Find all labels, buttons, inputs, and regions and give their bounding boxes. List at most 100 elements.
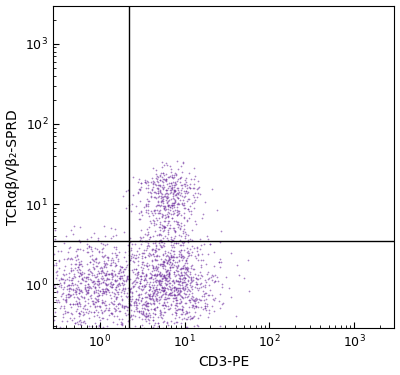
Point xyxy=(83,287,90,293)
Point xyxy=(183,265,190,271)
Point xyxy=(169,182,175,188)
Point xyxy=(150,276,156,282)
Point xyxy=(136,300,142,306)
Point xyxy=(168,254,174,260)
Point xyxy=(100,241,106,247)
Point xyxy=(187,282,193,288)
Point xyxy=(75,303,81,309)
Point xyxy=(92,245,98,251)
Point xyxy=(184,244,190,250)
Point xyxy=(164,252,170,258)
Point xyxy=(70,282,76,288)
Point xyxy=(96,288,103,294)
Point xyxy=(166,257,172,263)
Point xyxy=(183,257,189,263)
Point xyxy=(167,290,174,296)
Point xyxy=(155,322,162,328)
Point xyxy=(94,276,101,282)
Point xyxy=(145,229,151,235)
Point xyxy=(114,289,121,295)
Point xyxy=(167,275,174,281)
Point xyxy=(64,318,70,324)
Point xyxy=(178,187,185,193)
Point xyxy=(169,261,176,267)
Point xyxy=(70,267,76,273)
Point xyxy=(151,298,157,304)
Point xyxy=(218,259,224,265)
Point xyxy=(177,175,183,181)
Point xyxy=(136,283,142,289)
Point xyxy=(145,266,152,272)
Point xyxy=(150,324,157,330)
Point xyxy=(206,292,212,298)
Point xyxy=(76,290,82,296)
Point xyxy=(138,310,144,316)
Point xyxy=(173,254,179,260)
Point xyxy=(173,297,180,303)
Point xyxy=(137,273,144,279)
Point xyxy=(91,281,97,287)
Point xyxy=(157,203,163,209)
Point xyxy=(205,292,212,298)
Point xyxy=(188,200,195,206)
Point xyxy=(102,288,108,294)
Point xyxy=(185,206,191,212)
Point xyxy=(86,243,93,249)
Point xyxy=(144,178,151,184)
Point xyxy=(186,184,192,190)
Point xyxy=(174,259,180,265)
Point xyxy=(101,277,108,283)
Point xyxy=(104,286,110,292)
Point xyxy=(180,160,186,166)
Point xyxy=(115,286,122,292)
Point xyxy=(133,302,140,307)
Point xyxy=(197,297,203,303)
Point xyxy=(100,324,106,330)
Point xyxy=(170,279,177,285)
Point xyxy=(114,282,120,288)
Point xyxy=(147,312,154,318)
Point xyxy=(207,241,213,247)
Point xyxy=(138,270,145,276)
Point xyxy=(84,289,90,295)
Point xyxy=(153,176,160,181)
Point xyxy=(93,286,99,292)
Point xyxy=(177,278,184,284)
Point xyxy=(61,280,67,286)
Point xyxy=(110,233,116,239)
Point xyxy=(178,247,184,253)
Point xyxy=(82,320,88,326)
Point xyxy=(147,251,153,257)
Point xyxy=(179,282,185,288)
Point xyxy=(150,300,156,306)
Point xyxy=(63,294,69,300)
Point xyxy=(175,291,181,297)
Point xyxy=(152,238,159,244)
Point xyxy=(108,310,114,316)
Point xyxy=(167,180,174,186)
Point xyxy=(154,217,160,223)
Point xyxy=(185,206,191,212)
Point xyxy=(150,310,156,316)
Point xyxy=(178,169,185,175)
Point xyxy=(146,243,152,249)
Point xyxy=(162,176,169,182)
Point xyxy=(100,300,107,306)
Point xyxy=(133,304,140,310)
Point xyxy=(173,302,180,308)
Point xyxy=(197,190,203,196)
Point xyxy=(112,263,119,269)
Point xyxy=(130,278,137,284)
Point xyxy=(174,184,180,190)
Point xyxy=(98,264,104,270)
Point xyxy=(63,298,69,304)
Point xyxy=(58,293,64,299)
Point xyxy=(196,285,202,291)
Point xyxy=(140,308,146,314)
Point xyxy=(128,302,134,308)
Point xyxy=(147,234,153,240)
Point xyxy=(155,320,161,326)
Point xyxy=(180,262,186,268)
Point xyxy=(188,274,194,280)
Point xyxy=(147,295,154,301)
